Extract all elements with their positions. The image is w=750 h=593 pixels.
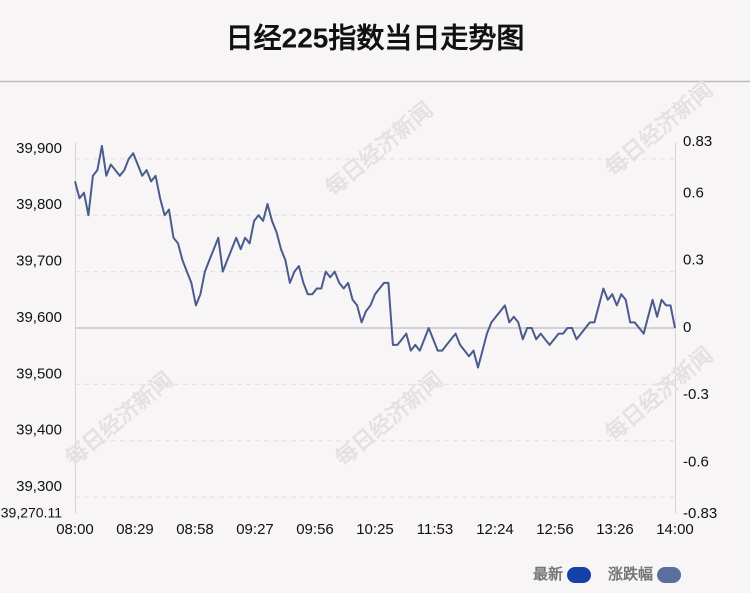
x-tick-label: 12:24 xyxy=(476,521,514,538)
chart-title: 日经225指数当日走势图 xyxy=(226,21,525,53)
x-tick-label: 09:56 xyxy=(296,521,334,538)
x-tick-label: 14:00 xyxy=(656,521,694,538)
x-tick-label: 08:58 xyxy=(176,521,214,538)
legend-swatch xyxy=(657,567,682,583)
watermark: 每日经济新闻 xyxy=(320,97,438,202)
x-tick-label: 13:26 xyxy=(596,521,634,538)
x-tick-label: 08:00 xyxy=(56,521,94,538)
y-tick-label: 39,270.11 xyxy=(1,505,62,521)
y-tick-label: 39,400 xyxy=(16,422,62,439)
y-tick-label: 39,300 xyxy=(16,478,62,495)
legend-label: 最新 xyxy=(533,565,563,583)
x-tick-label: 09:27 xyxy=(236,521,274,538)
x-tick-label: 12:56 xyxy=(536,521,574,538)
legend-label: 涨跌幅 xyxy=(608,565,653,583)
y2-tick-label: 0.6 xyxy=(683,185,704,202)
y2-tick-label: 0 xyxy=(683,319,691,336)
y-tick-label: 39,600 xyxy=(16,309,62,326)
x-tick-label: 10:25 xyxy=(356,521,394,538)
x-tick-label: 11:53 xyxy=(417,521,453,538)
watermark: 每日经济新闻 xyxy=(60,367,178,472)
y2-tick-label: -0.6 xyxy=(683,453,709,470)
legend-swatch xyxy=(567,567,592,583)
x-tick-label: 08:29 xyxy=(116,521,154,538)
y2-tick-label: 0.83 xyxy=(683,133,712,150)
watermark: 每日经济新闻 xyxy=(600,77,718,182)
y-tick-label: 39,800 xyxy=(16,196,62,213)
y-tick-label: 39,700 xyxy=(16,253,62,270)
y2-tick-label: 0.3 xyxy=(683,252,704,269)
watermark: 每日经济新闻 xyxy=(330,367,448,472)
y2-tick-label: -0.3 xyxy=(683,386,709,403)
y2-tick-label: -0.83 xyxy=(683,505,717,522)
y-tick-label: 39,900 xyxy=(16,140,62,157)
y-tick-label: 39,500 xyxy=(16,365,62,382)
price-line xyxy=(74,144,676,369)
